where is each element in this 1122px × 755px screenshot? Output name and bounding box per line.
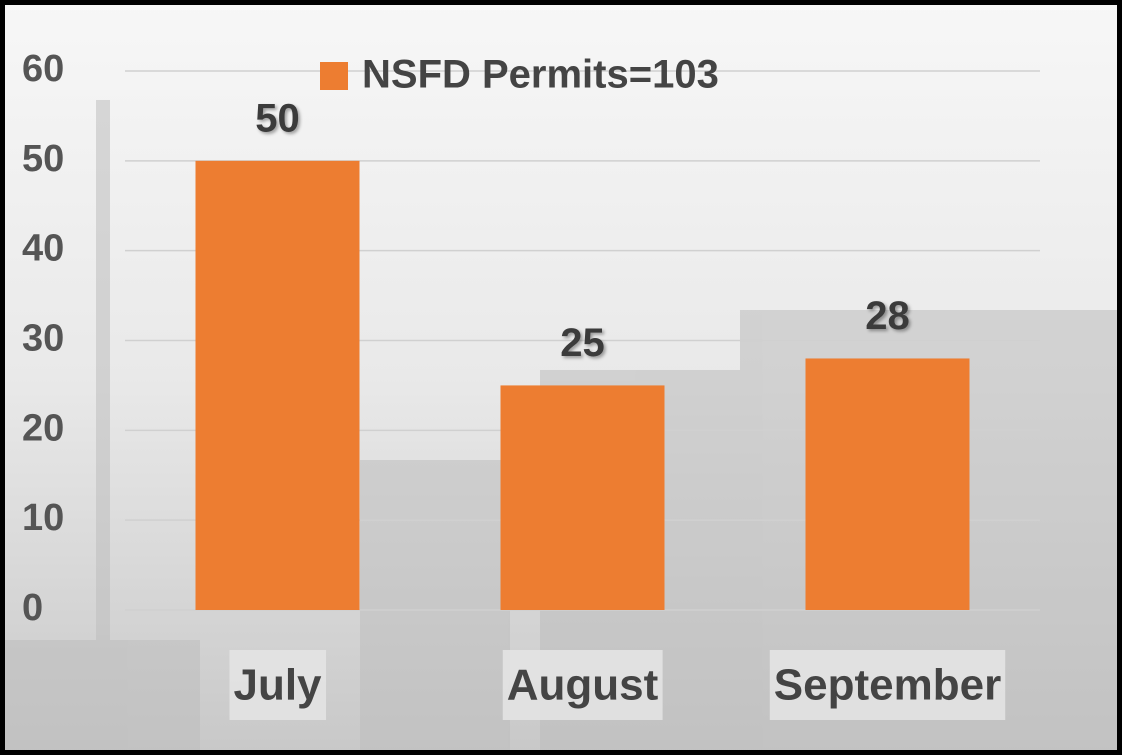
legend-swatch [320,62,348,90]
y-tick-label: 20 [22,407,64,449]
y-tick-label: 0 [22,587,43,629]
page: 0 10 20 30 40 50 60 NSFD Permits=103 July 50 Augus… [0,0,1122,755]
data-label: 25 [560,321,605,365]
chart: 0 10 20 30 40 50 60 NSFD Permits=103 July 50 Augus… [0,0,1122,755]
x-tick-label: July [233,661,322,710]
x-tick-label: August [507,661,659,710]
legend-label: NSFD Permits=103 [362,53,719,97]
x-tick-label: September [774,661,1001,710]
y-tick-label: 10 [22,497,64,539]
y-tick-label: 50 [22,138,64,180]
bar [806,358,970,610]
data-label: 50 [255,96,300,140]
bar [196,161,360,610]
data-label: 28 [865,294,910,338]
y-tick-label: 30 [22,318,64,360]
y-tick-label: 40 [22,228,64,270]
bar [501,385,665,610]
y-tick-label: 60 [22,48,64,90]
